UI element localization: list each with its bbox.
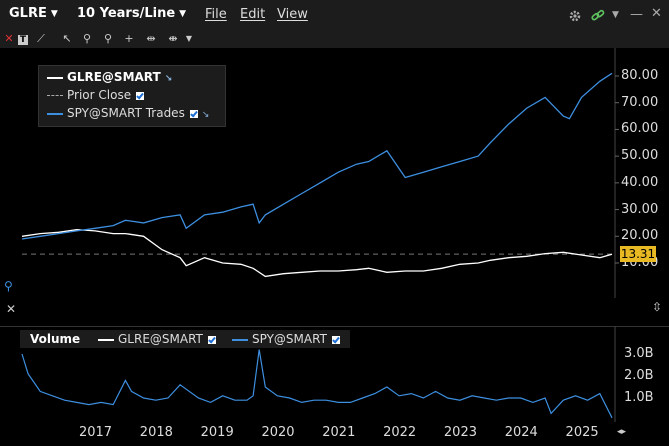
x-tick-label: 2024 <box>504 425 538 440</box>
divider <box>0 326 669 327</box>
legend-swatch <box>47 95 63 96</box>
legend-label: SPY@SMART Trades <box>67 106 185 120</box>
volume-line-spy-smart <box>21 349 613 419</box>
legend-item-prior-close[interactable]: Prior Close <box>47 86 145 104</box>
cursor-icon[interactable]: ↖ <box>62 32 72 45</box>
volume-header: Volume GLRE@SMART SPY@SMART <box>20 330 350 348</box>
menu-edit[interactable]: Edit <box>240 7 266 22</box>
chart-toolbar: ✕ T ⟋ ↖ ⚲ ⚲ + ⇹ ⇼ ▼ <box>0 30 669 48</box>
text-tool-icon[interactable]: T <box>18 35 28 45</box>
x-tick-label: 2019 <box>200 425 234 440</box>
legend-label: Prior Close <box>67 88 132 102</box>
chart-legend: GLRE@SMART ↘ Prior Close SPY@SMART Trades… <box>38 65 226 127</box>
chevron-down-icon[interactable]: ▼ <box>185 34 193 43</box>
trendline-tool-icon[interactable]: ⟋ <box>37 32 45 45</box>
volume-tick-label: 1.0B <box>624 390 654 405</box>
price-chart <box>21 48 619 298</box>
y-tick-label: 30.00 <box>621 201 659 217</box>
legend-swatch <box>232 338 248 341</box>
checkbox-icon[interactable] <box>136 91 145 100</box>
legend-swatch <box>47 112 63 115</box>
edit-arrow-icon[interactable]: ↘ <box>201 110 210 120</box>
pin-icon[interactable]: ⚲ <box>4 279 13 293</box>
edit-arrow-icon[interactable]: ↘ <box>164 74 173 84</box>
y-tick-label: 70.00 <box>621 94 659 110</box>
volume-title: Volume <box>30 332 81 346</box>
x-tick-label: 2020 <box>261 425 295 440</box>
symbol-label: GLRE <box>9 6 47 21</box>
crosshair-icon[interactable]: + <box>124 32 134 45</box>
zoom-out-icon[interactable]: ⚲ <box>103 32 113 45</box>
legend-item-glre[interactable]: GLRE@SMART ↘ <box>47 68 172 86</box>
period-dropdown[interactable]: 10 Years/Line ▼ <box>77 6 186 21</box>
series-line-spy-smart-trades <box>21 72 613 240</box>
y-tick-label: 80.00 <box>621 68 659 83</box>
x-tick-label: 2025 <box>565 425 599 440</box>
zoom-in-icon[interactable]: ⚲ <box>82 32 92 45</box>
checkbox-icon[interactable] <box>207 335 216 344</box>
period-label: 10 Years/Line <box>77 6 176 21</box>
x-tick-label: 2022 <box>383 425 417 440</box>
title-bar: GLRE ▼ 10 Years/Line ▼ File Edit View ▼ — … <box>0 0 669 30</box>
legend-label: GLRE@SMART <box>67 70 161 84</box>
chevron-down-icon: ▼ <box>50 9 58 19</box>
expand-horizontal-icon[interactable]: ⇼ <box>168 32 178 45</box>
fit-horizontal-icon[interactable]: ⇹ <box>146 32 156 45</box>
menu-file[interactable]: File <box>205 7 227 22</box>
checkbox-icon[interactable] <box>189 109 198 118</box>
x-tick-label: 2021 <box>322 425 356 440</box>
close-icon[interactable]: ✕ <box>4 32 14 45</box>
checkbox-icon[interactable] <box>331 335 340 344</box>
volume-chart <box>21 326 616 422</box>
volume-tick-label: 2.0B <box>624 368 654 383</box>
symbol-dropdown[interactable]: GLRE ▼ <box>9 6 58 21</box>
close-icon[interactable]: ✕ <box>6 302 17 316</box>
legend-swatch <box>47 76 63 79</box>
legend-label: SPY@SMART <box>252 332 327 346</box>
legend-label: GLRE@SMART <box>118 332 203 346</box>
legend-swatch <box>98 338 114 341</box>
volume-legend-glre[interactable]: GLRE@SMART <box>98 330 216 348</box>
panel-splitter[interactable]: ✕ ⇳ <box>0 298 669 326</box>
gear-icon[interactable] <box>568 9 582 23</box>
x-tick-label: 2018 <box>139 425 173 440</box>
y-tick-label: 20.00 <box>621 228 659 244</box>
legend-item-spy[interactable]: SPY@SMART Trades ↘ <box>47 104 209 122</box>
minimize-icon[interactable]: — <box>630 7 643 22</box>
volume-legend-spy[interactable]: SPY@SMART <box>232 330 340 348</box>
volume-tick-label: 3.0B <box>624 346 654 361</box>
chevron-down-icon: ▼ <box>179 9 187 19</box>
last-price-tag: 13.31 <box>620 246 656 262</box>
close-icon[interactable]: ✕ <box>651 6 662 21</box>
x-tick-label: 2017 <box>78 425 113 440</box>
y-tick-label: 60.00 <box>621 121 659 137</box>
scroll-right-icon[interactable]: ◂▸ <box>617 427 627 437</box>
menu-view[interactable]: View <box>277 7 308 22</box>
link-icon[interactable] <box>590 8 606 24</box>
resize-icon[interactable]: ⇳ <box>652 300 663 314</box>
y-tick-label: 50.00 <box>621 148 659 164</box>
y-tick-label: 40.00 <box>621 174 659 190</box>
series-line-glre-smart <box>21 228 613 278</box>
x-tick-label: 2023 <box>443 425 477 440</box>
chevron-down-icon[interactable]: ▼ <box>612 10 619 20</box>
